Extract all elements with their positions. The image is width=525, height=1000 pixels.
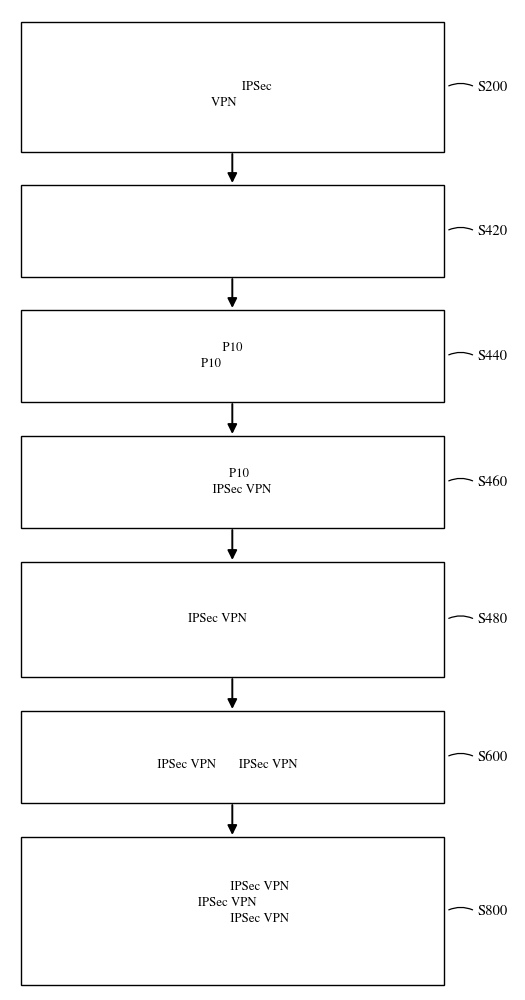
Text: S480: S480 xyxy=(478,613,508,626)
Text: S420: S420 xyxy=(478,224,508,238)
Text: S440: S440 xyxy=(478,349,508,363)
Text: S600: S600 xyxy=(478,750,508,764)
Text: S460: S460 xyxy=(478,475,508,489)
Text: 接收所述数字证书系统发送的初始化请求，生成随
机数序列，产生公私密钥对: 接收所述数字证书系统发送的初始化请求，生成随 机数序列，产生公私密钥对 xyxy=(196,217,268,245)
Bar xyxy=(21,711,444,803)
Text: 设置数字证书系统，通过所述数字证书系统自动生
成主站安全设备的数字证书文件和IPSec
VPN通信的参数: 设置数字证书系统，通过所述数字证书系统自动生 成主站安全设备的数字证书文件和IP… xyxy=(193,65,272,109)
Bar xyxy=(21,310,444,402)
Text: 根据公私密钥对生成的P10请求信息，并发送所述
P10请求信息到所述数字证书系统: 根据公私密钥对生成的P10请求信息，并发送所述 P10请求信息到所述数字证书系统 xyxy=(190,342,275,370)
Bar xyxy=(21,185,444,277)
Bar xyxy=(21,837,444,985)
Text: 当所述终端安全设备上电工作时，读取IPSec VPN
通信参数，根据IPSec VPN通信策略，建立所述终
端安全设备与所述主站安全设备之间的IPSec VPN: 当所述终端安全设备上电工作时，读取IPSec VPN 通信参数，根据IPSec … xyxy=(175,882,289,940)
Bar xyxy=(21,22,444,152)
Text: 解压、验证、保存数字证书系统发送的证书文件和
约定好的IPSec VPN通信参数，完成所述终端安全
设备初始化: 解压、验证、保存数字证书系统发送的证书文件和 约定好的IPSec VPN通信参数… xyxy=(175,598,289,641)
Text: S800: S800 xyxy=(478,904,508,918)
Text: 接收所述数字证书系统根据P10信息产生的证书文
件、以及约定好的所述IPSec VPN通信参数: 接收所述数字证书系统根据P10信息产生的证书文 件、以及约定好的所述IPSec … xyxy=(180,468,285,496)
Bar xyxy=(21,562,444,677)
Text: S200: S200 xyxy=(478,80,508,94)
Bar xyxy=(21,436,444,528)
Text: 通过所述主站安全设备导入终端安全设备数字证书
及IPSec VPN通信参数，生成IPSec VPN通信策略: 通过所述主站安全设备导入终端安全设备数字证书 及IPSec VPN通信参数，生成… xyxy=(154,743,311,771)
